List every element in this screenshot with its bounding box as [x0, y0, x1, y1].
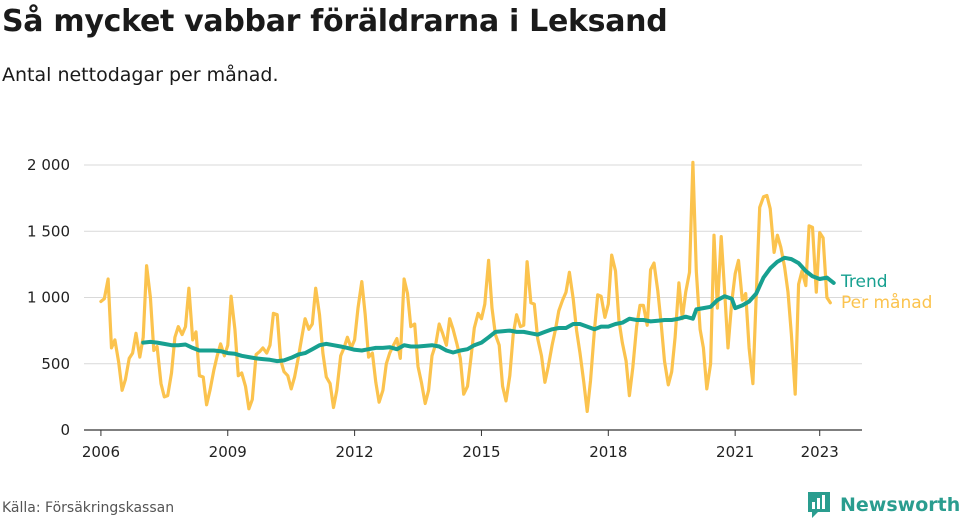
x-tick-label: 2006: [82, 443, 120, 461]
legend-label-per-manad: Per månad: [841, 292, 932, 313]
brand-logo[interactable]: Newsworthy: [806, 490, 960, 520]
x-tick-label: 2009: [209, 443, 247, 461]
x-tick-label: 2023: [801, 443, 839, 461]
y-tick-label: 500: [41, 355, 70, 373]
y-tick-label: 1 000: [27, 289, 70, 307]
monthly-line: [99, 160, 832, 413]
chart-subtitle: Antal nettodagar per månad.: [2, 64, 279, 86]
x-axis: 2006 2009 2012 2015 2018 2021 2023: [82, 429, 862, 461]
y-tick-label: 1 500: [27, 222, 70, 240]
bar-chart-speech-bubble-icon: [808, 492, 830, 518]
source-note: Källa: Försäkringskassan: [2, 500, 175, 516]
trend-line: [141, 255, 836, 364]
x-tick-label: 2018: [589, 443, 627, 461]
chart-title: Så mycket vabbar föräldrarna i Leksand: [2, 4, 668, 39]
x-tick-label: 2021: [716, 443, 754, 461]
legend-label-trend: Trend: [840, 272, 888, 292]
series-lines: [99, 160, 836, 413]
brand-name: Newsworthy: [840, 494, 960, 516]
y-tick-label: 2 000: [27, 156, 70, 174]
x-tick-label: 2012: [336, 443, 374, 461]
y-axis-ticks: 0 500 1 000 1 500 2 000: [27, 156, 70, 439]
x-tick-label: 2015: [462, 443, 500, 461]
y-tick-label: 0: [60, 421, 70, 439]
